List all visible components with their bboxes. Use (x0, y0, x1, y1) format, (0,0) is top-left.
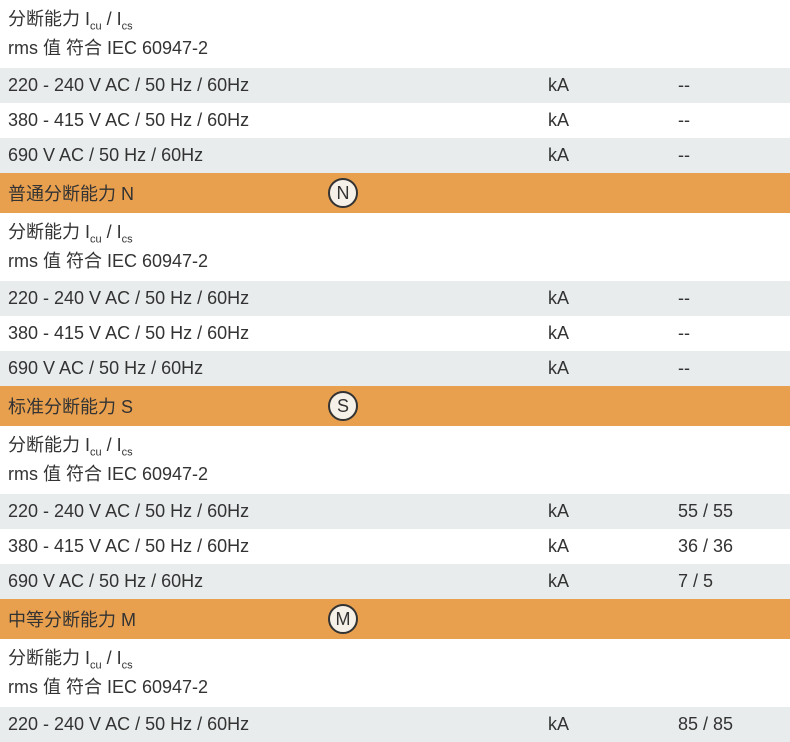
breaking-capacity-label: 分断能力 Icu / Ics (8, 432, 782, 461)
rms-compliance-label: rms 值 符合 IEC 60947-2 (8, 35, 782, 62)
n-letter-icon: N (328, 178, 358, 208)
section-n-title: 普通分断能力 N (8, 180, 328, 206)
section-2-subheader: 分断能力 Icu / Ics rms 值 符合 IEC 60947-2 (0, 426, 790, 494)
table-row: 220 - 240 V AC / 50 Hz / 60Hz kA -- (0, 68, 790, 103)
unit-label: kA (548, 323, 678, 344)
unit-label: kA (548, 358, 678, 379)
spec-table-container: 分断能力 Icu / Ics rms 值 符合 IEC 60947-2 220 … (0, 0, 790, 742)
value-cell: -- (678, 358, 782, 379)
voltage-label: 380 - 415 V AC / 50 Hz / 60Hz (8, 536, 548, 557)
table-row: 690 V AC / 50 Hz / 60Hz kA -- (0, 138, 790, 173)
table-row: 380 - 415 V AC / 50 Hz / 60Hz kA -- (0, 316, 790, 351)
value-cell: 85 / 85 (678, 714, 782, 735)
section-1-subheader: 分断能力 Icu / Ics rms 值 符合 IEC 60947-2 (0, 213, 790, 281)
rms-compliance-label: rms 值 符合 IEC 60947-2 (8, 674, 782, 701)
rms-compliance-label: rms 值 符合 IEC 60947-2 (8, 248, 782, 275)
value-cell: -- (678, 288, 782, 309)
voltage-label: 220 - 240 V AC / 50 Hz / 60Hz (8, 75, 548, 96)
section-s-header: 标准分断能力 S S (0, 386, 790, 426)
voltage-label: 690 V AC / 50 Hz / 60Hz (8, 358, 548, 379)
table-row: 380 - 415 V AC / 50 Hz / 60Hz kA 36 / 36 (0, 529, 790, 564)
section-s-title: 标准分断能力 S (8, 393, 328, 419)
rms-compliance-label: rms 值 符合 IEC 60947-2 (8, 461, 782, 488)
voltage-label: 380 - 415 V AC / 50 Hz / 60Hz (8, 110, 548, 131)
value-cell: -- (678, 145, 782, 166)
table-row: 220 - 240 V AC / 50 Hz / 60Hz kA 55 / 55 (0, 494, 790, 529)
value-cell: 36 / 36 (678, 536, 782, 557)
unit-label: kA (548, 288, 678, 309)
table-row: 690 V AC / 50 Hz / 60Hz kA 7 / 5 (0, 564, 790, 599)
table-row: 380 - 415 V AC / 50 Hz / 60Hz kA -- (0, 103, 790, 138)
value-cell: 55 / 55 (678, 501, 782, 522)
voltage-label: 690 V AC / 50 Hz / 60Hz (8, 571, 548, 592)
value-cell: -- (678, 323, 782, 344)
s-letter-icon: S (328, 391, 358, 421)
section-m-header: 中等分断能力 M M (0, 599, 790, 639)
section-m-title: 中等分断能力 M (8, 606, 328, 632)
section-0-subheader: 分断能力 Icu / Ics rms 值 符合 IEC 60947-2 (0, 0, 790, 68)
m-letter-icon: M (328, 604, 358, 634)
unit-label: kA (548, 501, 678, 522)
unit-label: kA (548, 75, 678, 96)
breaking-capacity-label: 分断能力 Icu / Ics (8, 6, 782, 35)
unit-label: kA (548, 571, 678, 592)
voltage-label: 220 - 240 V AC / 50 Hz / 60Hz (8, 714, 548, 735)
value-cell: 7 / 5 (678, 571, 782, 592)
unit-label: kA (548, 714, 678, 735)
section-3-subheader: 分断能力 Icu / Ics rms 值 符合 IEC 60947-2 (0, 639, 790, 707)
voltage-label: 690 V AC / 50 Hz / 60Hz (8, 145, 548, 166)
value-cell: -- (678, 75, 782, 96)
unit-label: kA (548, 145, 678, 166)
voltage-label: 380 - 415 V AC / 50 Hz / 60Hz (8, 323, 548, 344)
table-row: 220 - 240 V AC / 50 Hz / 60Hz kA -- (0, 281, 790, 316)
voltage-label: 220 - 240 V AC / 50 Hz / 60Hz (8, 501, 548, 522)
breaking-capacity-label: 分断能力 Icu / Ics (8, 645, 782, 674)
table-row: 220 - 240 V AC / 50 Hz / 60Hz kA 85 / 85 (0, 707, 790, 742)
section-n-header: 普通分断能力 N N (0, 173, 790, 213)
unit-label: kA (548, 110, 678, 131)
unit-label: kA (548, 536, 678, 557)
table-row: 690 V AC / 50 Hz / 60Hz kA -- (0, 351, 790, 386)
breaking-capacity-label: 分断能力 Icu / Ics (8, 219, 782, 248)
voltage-label: 220 - 240 V AC / 50 Hz / 60Hz (8, 288, 548, 309)
value-cell: -- (678, 110, 782, 131)
